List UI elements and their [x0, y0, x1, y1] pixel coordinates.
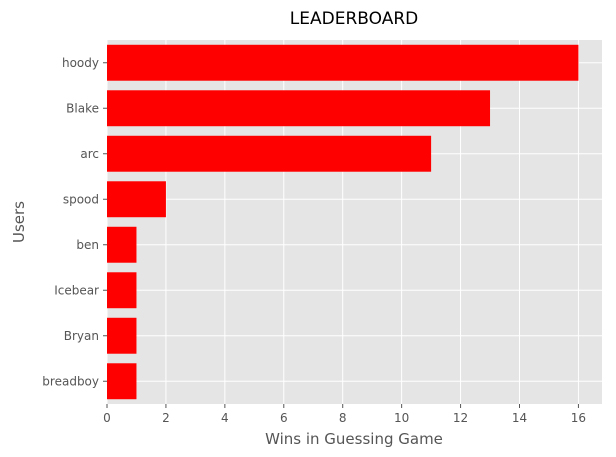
- bar-arc: [107, 135, 432, 172]
- y-tick-label: spood: [63, 192, 99, 206]
- bar-breadboy: [107, 363, 137, 400]
- x-tick-label: 6: [280, 411, 288, 425]
- x-tick-label: 10: [394, 411, 409, 425]
- y-tick-label: arc: [80, 147, 99, 161]
- x-tick-label: 4: [221, 411, 229, 425]
- x-tick-label: 0: [103, 411, 111, 425]
- bar-hoody: [107, 44, 579, 81]
- y-tick-label: hoody: [62, 56, 99, 70]
- x-tick-label: 14: [512, 411, 527, 425]
- x-tick-labels: 0 2 4 6 8 10 12 14 16: [103, 404, 586, 425]
- x-tick-label: 12: [453, 411, 468, 425]
- y-tick-label: Icebear: [54, 283, 99, 297]
- chart-title: LEADERBOARD: [290, 9, 418, 29]
- x-axis-title: Wins in Guessing Game: [265, 430, 443, 448]
- y-axis-title: Users: [10, 201, 28, 243]
- y-tick-label: breadboy: [42, 374, 99, 388]
- bar-Bryan: [107, 317, 137, 354]
- x-tick-label: 8: [339, 411, 347, 425]
- y-tick-label: Blake: [66, 101, 99, 115]
- x-tick-label: 16: [571, 411, 586, 425]
- bar-Blake: [107, 90, 491, 127]
- bar-spood: [107, 181, 166, 218]
- x-tick-label: 2: [162, 411, 170, 425]
- y-tick-labels: hoody Blake arc spood ben Icebear Bryan breadbo…: [42, 56, 107, 388]
- bars: [107, 44, 579, 400]
- y-tick-label: ben: [76, 238, 99, 252]
- bar-ben: [107, 226, 137, 263]
- y-tick-label: Bryan: [64, 329, 99, 343]
- bar-Icebear: [107, 272, 137, 309]
